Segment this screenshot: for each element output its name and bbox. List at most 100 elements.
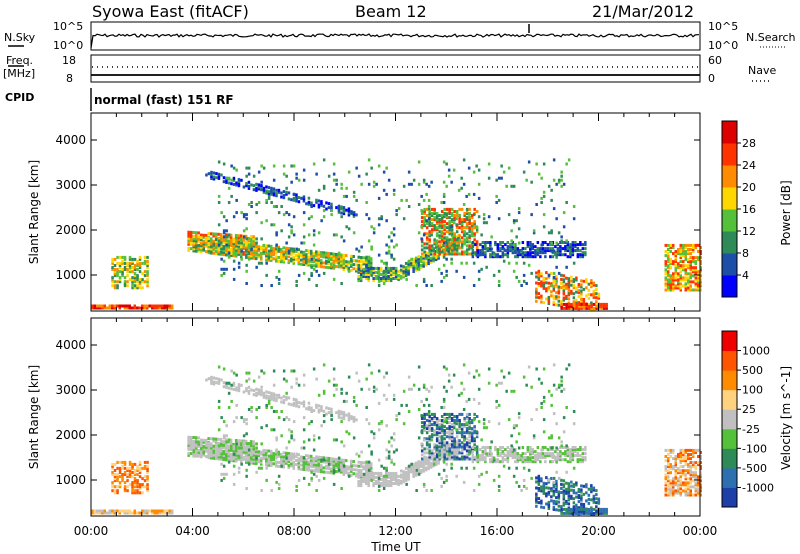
power-cell — [252, 174, 256, 178]
power-cell — [352, 267, 355, 271]
power-cell — [377, 284, 381, 287]
power-cell — [497, 176, 501, 180]
power-cell — [290, 164, 293, 168]
power-cell — [455, 210, 459, 213]
power-cell — [280, 254, 283, 258]
velocity-cell — [664, 459, 667, 463]
velocity-cell — [252, 393, 256, 397]
velocity-cell — [479, 448, 482, 452]
velocity-cell — [429, 461, 433, 465]
velocity-cell — [602, 507, 606, 511]
power-cell — [407, 264, 410, 268]
power-cell — [91, 306, 94, 310]
power-cell — [262, 247, 265, 251]
power-cell — [445, 273, 448, 277]
velocity-cell — [379, 478, 383, 481]
power-cell — [116, 284, 119, 288]
power-cell — [455, 252, 459, 256]
velocity-cell — [317, 455, 320, 459]
power-cell — [317, 256, 320, 260]
velocity-cell — [453, 451, 456, 455]
power-cell — [285, 192, 288, 196]
power-cell — [347, 266, 350, 270]
power-cell — [237, 250, 240, 254]
power-cell — [242, 245, 245, 249]
velocity-cell — [195, 442, 198, 446]
power-cell — [535, 291, 538, 295]
power-cell — [465, 252, 469, 256]
power-cell — [350, 262, 353, 266]
velocity-cell — [526, 446, 530, 449]
velocity-cell — [450, 412, 454, 416]
velocity-cell — [377, 482, 380, 485]
power-colorbar-tick-label: 20 — [742, 181, 756, 194]
velocity-cell — [468, 412, 471, 416]
power-cell — [404, 270, 408, 273]
velocity-cell — [332, 461, 335, 465]
velocity-cell — [674, 457, 677, 461]
power-cell — [255, 186, 258, 190]
velocity-cell — [448, 425, 451, 429]
power-cell — [239, 238, 243, 242]
velocity-cell — [457, 441, 460, 444]
power-cell — [448, 230, 451, 234]
power-cell — [260, 284, 263, 287]
power-cell — [210, 251, 213, 255]
velocity-cell — [282, 455, 285, 459]
velocity-cell — [327, 467, 330, 471]
power-cell — [327, 260, 330, 263]
velocity-cell — [571, 452, 575, 456]
velocity-cell — [569, 452, 572, 456]
velocity-cell — [116, 475, 119, 479]
power-cell — [457, 244, 460, 248]
power-cell — [260, 186, 263, 190]
power-cell — [669, 282, 672, 286]
power-cell — [394, 270, 398, 274]
power-cell — [450, 228, 454, 232]
velocity-cell — [580, 484, 583, 488]
power-cell — [501, 255, 505, 259]
power-cell — [471, 249, 475, 253]
power-cell — [417, 267, 421, 271]
power-cell — [692, 250, 695, 253]
power-cell — [312, 204, 316, 208]
velocity-cell — [121, 509, 124, 513]
velocity-cell — [489, 452, 492, 456]
power-cell — [425, 236, 429, 240]
velocity-cell — [131, 471, 134, 474]
velocity-cell — [210, 456, 213, 460]
power-cell — [560, 302, 563, 306]
power-cell — [694, 282, 697, 286]
velocity-cell — [481, 454, 485, 458]
power-cell — [367, 260, 370, 264]
power-cell — [397, 207, 401, 211]
power-cell — [438, 226, 441, 230]
power-cell — [332, 265, 336, 269]
power-cell — [422, 264, 425, 268]
velocity-cell — [230, 444, 233, 448]
velocity-cell — [448, 437, 451, 441]
velocity-cell — [389, 475, 393, 479]
velocity-cell — [460, 423, 464, 427]
power-cell — [227, 186, 231, 190]
power-cell — [557, 271, 561, 275]
velocity-cell — [240, 450, 243, 454]
power-cell — [544, 241, 547, 244]
power-cell — [205, 244, 208, 248]
power-cell — [684, 264, 687, 268]
power-cell — [562, 306, 566, 310]
power-cell — [438, 214, 441, 217]
velocity-cell — [580, 511, 583, 515]
power-cell — [262, 245, 265, 249]
power-cell — [367, 279, 370, 283]
power-cell — [448, 226, 451, 230]
power-cell — [212, 171, 216, 175]
power-cell — [332, 178, 336, 182]
velocity-cell — [270, 455, 273, 459]
power-cell — [370, 263, 373, 267]
velocity-cell — [312, 459, 315, 463]
power-cell — [674, 286, 677, 290]
power-cell — [465, 222, 469, 226]
velocity-cell — [465, 457, 469, 461]
velocity-cell — [438, 457, 441, 461]
